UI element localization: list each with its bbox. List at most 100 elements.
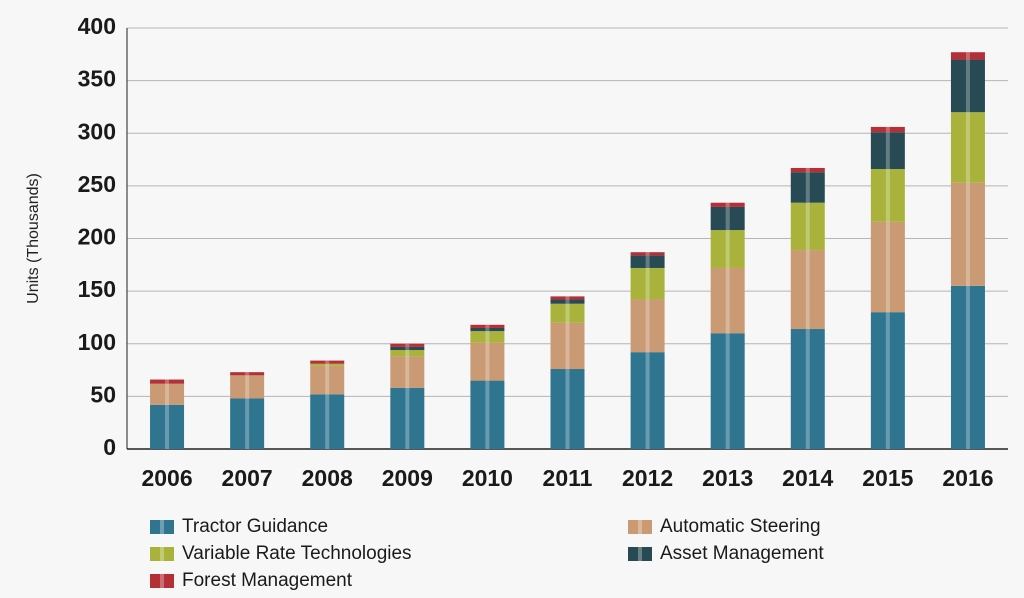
bar-highlight <box>885 126 890 133</box>
legend-swatch-highlight <box>638 520 642 534</box>
bar-segment-asset-management-2011 <box>550 299 585 304</box>
bar-segment-automatic-steering-2009 <box>390 356 425 388</box>
bar-highlight <box>245 372 250 376</box>
bar-segment-forest-management-2008 <box>310 360 345 364</box>
y-tick-label: 250 <box>78 171 116 197</box>
bar-segment-automatic-steering-2014 <box>790 250 825 330</box>
y-tick-label: 350 <box>78 66 116 92</box>
bar-segment-variable-rate-technologies-2009 <box>390 350 425 357</box>
bar-highlight <box>885 132 890 170</box>
bar-segment-forest-management-2010 <box>470 324 505 328</box>
bar-segment-tractor-guidance-2016 <box>950 285 985 449</box>
bar-highlight <box>725 333 730 449</box>
bar-segment-automatic-steering-2015 <box>870 221 905 313</box>
bar-highlight <box>725 206 730 231</box>
bar-highlight <box>485 380 490 449</box>
x-tick-label: 2011 <box>543 465 593 491</box>
bar-segment-tractor-guidance-2014 <box>790 329 825 449</box>
y-tick-label: 300 <box>78 118 116 144</box>
x-tick-label: 2010 <box>462 465 513 491</box>
x-tick-label: 2015 <box>862 465 913 491</box>
bar-highlight <box>965 112 970 183</box>
bar-segment-forest-management-2009 <box>390 343 425 347</box>
bar-segment-variable-rate-technologies-2016 <box>950 112 985 183</box>
bar-highlight <box>245 398 250 449</box>
legend-swatch <box>150 574 174 588</box>
x-tick-label: 2006 <box>141 465 192 491</box>
legend-swatch-highlight <box>160 520 164 534</box>
bar-segment-variable-rate-technologies-2015 <box>870 169 905 222</box>
legend-swatch <box>150 520 174 534</box>
bar-highlight <box>725 202 730 207</box>
x-tick-label: 2009 <box>382 465 433 491</box>
bar-segment-asset-management-2016 <box>950 59 985 113</box>
x-tick-label: 2008 <box>302 465 353 491</box>
bar-segment-automatic-steering-2010 <box>470 342 505 381</box>
bar-segment-variable-rate-technologies-2010 <box>470 331 505 343</box>
bar-segment-variable-rate-technologies-2011 <box>550 303 585 323</box>
bar-segment-tractor-guidance-2006 <box>150 404 185 449</box>
bar-segment-variable-rate-technologies-2012 <box>630 267 665 300</box>
bar-highlight <box>565 296 570 300</box>
y-tick-label: 100 <box>78 329 116 355</box>
bar-highlight <box>645 352 650 449</box>
bar-highlight <box>965 182 970 286</box>
bar-highlight <box>325 394 330 449</box>
bar-highlight <box>725 230 730 268</box>
x-tick-label: 2012 <box>622 465 673 491</box>
bar-segment-tractor-guidance-2010 <box>470 380 505 449</box>
bar-highlight <box>885 221 890 313</box>
bar-highlight <box>405 387 410 449</box>
bar-segment-forest-management-2012 <box>630 252 665 256</box>
bar-highlight <box>645 252 650 256</box>
bar-highlight <box>325 365 330 395</box>
y-tick-label: 50 <box>90 381 116 407</box>
bar-highlight <box>725 267 730 334</box>
y-tick-label: 400 <box>78 13 116 39</box>
legend-label: Asset Management <box>660 543 824 564</box>
legend-label: Variable Rate Technologies <box>182 543 412 564</box>
bar-highlight <box>165 383 170 405</box>
bar-segment-tractor-guidance-2012 <box>630 352 665 449</box>
bar-segment-forest-management-2014 <box>790 167 825 173</box>
bar-segment-tractor-guidance-2008 <box>310 394 345 449</box>
bar-segment-automatic-steering-2011 <box>550 322 585 370</box>
bar-segment-tractor-guidance-2007 <box>230 398 265 449</box>
bar-segment-automatic-steering-2012 <box>630 299 665 353</box>
bar-segment-variable-rate-technologies-2013 <box>710 230 745 268</box>
bar-highlight <box>325 360 330 364</box>
bar-segment-automatic-steering-2013 <box>710 267 745 334</box>
bar-segment-tractor-guidance-2013 <box>710 333 745 449</box>
bar-segment-asset-management-2014 <box>790 172 825 203</box>
bar-highlight <box>485 324 490 328</box>
bar-segment-forest-management-2011 <box>550 296 585 300</box>
bar-highlight <box>805 202 810 251</box>
y-axis-title: Units (Thousands) <box>25 173 42 304</box>
bar-segment-automatic-steering-2008 <box>310 365 345 395</box>
bar-highlight <box>565 299 570 304</box>
bar-segment-variable-rate-technologies-2008 <box>310 363 345 366</box>
bar-highlight <box>805 167 810 173</box>
bar-segment-asset-management-2012 <box>630 255 665 268</box>
legend-label: Automatic Steering <box>660 516 821 537</box>
y-tick-label: 200 <box>78 224 116 250</box>
bar-segment-asset-management-2013 <box>710 206 745 231</box>
legend-label: Tractor Guidance <box>182 516 328 537</box>
bar-highlight <box>645 255 650 268</box>
bar-highlight <box>805 172 810 203</box>
bar-segment-automatic-steering-2007 <box>230 375 265 399</box>
bar-highlight <box>485 331 490 343</box>
legend-swatch <box>150 547 174 561</box>
bar-highlight <box>165 379 170 384</box>
bar-highlight <box>805 329 810 449</box>
bar-segment-forest-management-2006 <box>150 379 185 384</box>
bar-highlight <box>645 299 650 353</box>
y-tick-label: 150 <box>78 276 116 302</box>
bar-highlight <box>485 342 490 381</box>
legend-label: Forest Management <box>182 570 353 591</box>
x-tick-label: 2016 <box>942 465 993 491</box>
bar-segment-asset-management-2015 <box>870 132 905 170</box>
x-tick-label: 2014 <box>782 465 833 491</box>
bar-highlight <box>965 59 970 113</box>
